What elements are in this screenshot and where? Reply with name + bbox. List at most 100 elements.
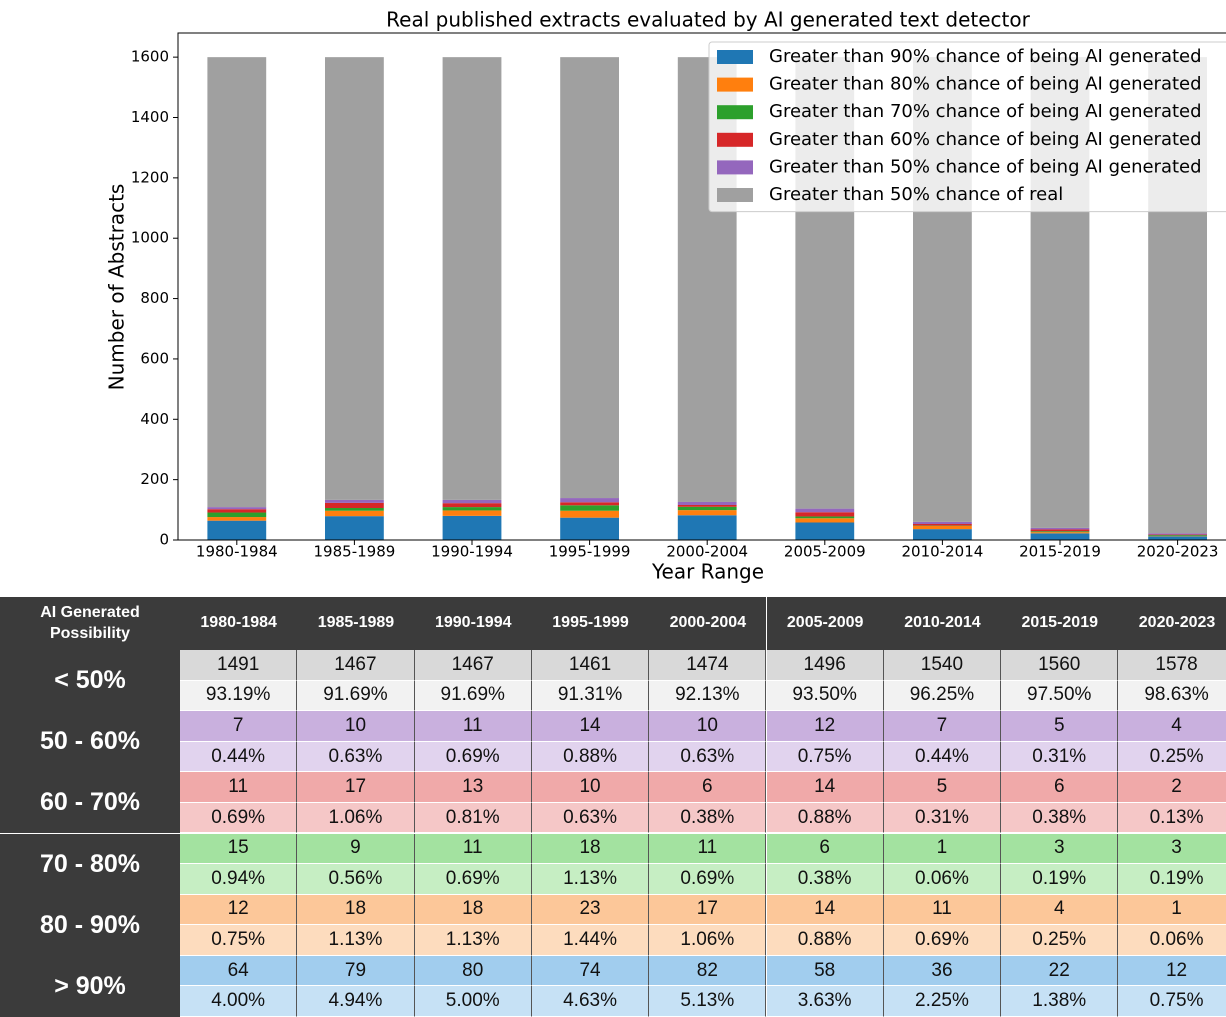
count-cell: 6 bbox=[766, 833, 884, 865]
count-cell: 1560 bbox=[1001, 650, 1119, 681]
table: AI Generated Possibility 1980-1984 1985-19… bbox=[0, 597, 1226, 1017]
percent-cell: 0.06% bbox=[883, 864, 1002, 895]
bar-segment bbox=[1148, 536, 1207, 540]
bar-segment bbox=[1030, 529, 1090, 532]
row-label: 50 - 60% bbox=[0, 711, 180, 773]
bar-segment bbox=[677, 504, 737, 507]
x-tick-label: 2010-2014 bbox=[902, 543, 984, 561]
bar-segment bbox=[1030, 533, 1090, 540]
percent-cell: 0.25% bbox=[1001, 925, 1119, 956]
bar-segment bbox=[325, 499, 384, 503]
percent-cell: 0.38% bbox=[1001, 802, 1119, 834]
percent-cell: 91.69% bbox=[297, 680, 415, 712]
count-cell: 14 bbox=[766, 894, 884, 926]
percent-cell: 0.69% bbox=[414, 864, 532, 895]
count-cell: 13 bbox=[414, 772, 532, 803]
count-cell: 58 bbox=[766, 955, 884, 987]
legend-label: Greater than 80% chance of being AI gene… bbox=[769, 74, 1202, 95]
count-cell: 10 bbox=[649, 711, 767, 742]
column-header: 1980-1984 bbox=[180, 597, 298, 650]
percent-cell: 0.69% bbox=[649, 864, 767, 895]
y-tick-label: 800 bbox=[140, 289, 169, 307]
count-cell: 11 bbox=[414, 833, 532, 865]
percent-cell: 1.13% bbox=[531, 864, 650, 895]
count-cell: 1491 bbox=[180, 650, 298, 681]
y-tick-label: 200 bbox=[140, 470, 169, 488]
percent-cell: 0.25% bbox=[1118, 741, 1226, 773]
percent-cell: 4.63% bbox=[531, 986, 650, 1017]
percent-cell: 1.06% bbox=[297, 802, 415, 834]
percent-cell: 0.88% bbox=[766, 925, 884, 956]
x-tick-label: 2015-2019 bbox=[1019, 543, 1101, 561]
x-tick-label: 1980-1984 bbox=[196, 543, 278, 561]
bar-segment bbox=[325, 508, 384, 511]
bar-segment bbox=[1148, 533, 1207, 535]
count-cell: 12 bbox=[766, 711, 884, 742]
row-label: 70 - 80% bbox=[0, 833, 180, 895]
bar-segment bbox=[560, 57, 619, 499]
x-tick-label: 1990-1994 bbox=[431, 543, 513, 561]
count-cell: 1 bbox=[1118, 894, 1226, 926]
bar-segment bbox=[207, 520, 267, 540]
percent-cell: 0.19% bbox=[1001, 864, 1119, 895]
bar-segment bbox=[1030, 532, 1090, 534]
column-header: 1995-1999 bbox=[531, 597, 650, 650]
count-cell: 12 bbox=[1118, 955, 1226, 987]
percent-cell: 0.69% bbox=[414, 741, 532, 773]
count-cell: 15 bbox=[180, 833, 298, 865]
chart-title: Real published extracts evaluated by AI … bbox=[386, 8, 1030, 32]
y-tick-label: 1400 bbox=[131, 108, 169, 126]
percent-cell: 3.63% bbox=[766, 986, 884, 1017]
count-cell: 7 bbox=[180, 711, 298, 742]
y-tick-label: 1000 bbox=[131, 229, 169, 247]
count-cell: 36 bbox=[883, 955, 1002, 987]
count-cell: 4 bbox=[1001, 894, 1119, 926]
percent-cell: 0.69% bbox=[180, 802, 298, 834]
count-cell: 14 bbox=[766, 772, 884, 803]
legend-swatch bbox=[717, 160, 753, 175]
percent-cell: 93.50% bbox=[766, 680, 884, 712]
percent-cell: 5.13% bbox=[649, 986, 767, 1017]
percent-cell: 96.25% bbox=[883, 680, 1002, 712]
bar-segment bbox=[1148, 535, 1207, 537]
legend: Greater than 90% chance of being AI gene… bbox=[708, 41, 1226, 213]
bar-segment bbox=[560, 502, 619, 506]
bar-segment bbox=[1030, 531, 1090, 533]
y-tick-label: 1600 bbox=[131, 48, 169, 66]
percent-cell: 0.38% bbox=[649, 802, 767, 834]
bar-segment bbox=[325, 510, 384, 517]
bar-segment bbox=[207, 512, 267, 518]
percent-cell: 1.38% bbox=[1001, 986, 1119, 1017]
column-header: 2020-2023 bbox=[1118, 597, 1226, 650]
bar-segment bbox=[913, 529, 972, 540]
count-cell: 79 bbox=[297, 955, 415, 987]
percent-cell: 91.69% bbox=[414, 680, 532, 712]
count-cell: 1578 bbox=[1118, 650, 1226, 681]
count-cell: 18 bbox=[297, 894, 415, 926]
legend-label: Greater than 90% chance of being AI gene… bbox=[769, 46, 1202, 67]
bar-segment bbox=[795, 518, 855, 523]
percent-cell: 0.31% bbox=[1001, 741, 1119, 773]
count-cell: 1474 bbox=[649, 650, 767, 681]
bar-segment bbox=[560, 510, 619, 518]
percent-cell: 0.75% bbox=[1118, 986, 1226, 1017]
bar-segment bbox=[913, 521, 972, 525]
count-cell: 14 bbox=[531, 711, 650, 742]
bar-segment bbox=[560, 517, 619, 540]
count-cell: 1496 bbox=[766, 650, 884, 681]
count-cell: 23 bbox=[531, 894, 650, 926]
count-cell: 7 bbox=[883, 711, 1002, 742]
bar-segment bbox=[795, 522, 855, 540]
count-cell: 1540 bbox=[883, 650, 1002, 681]
bar-segment bbox=[677, 506, 737, 511]
count-cell: 2 bbox=[1118, 772, 1226, 803]
percent-cell: 0.63% bbox=[297, 741, 415, 773]
plot-frame bbox=[177, 32, 1226, 541]
chart: Real published extracts evaluated by AI … bbox=[105, 8, 1226, 584]
percent-cell: 0.88% bbox=[531, 741, 650, 773]
percent-cell: 1.06% bbox=[649, 925, 767, 956]
percent-cell: 91.31% bbox=[531, 680, 650, 712]
column-header: 2010-2014 bbox=[883, 597, 1002, 650]
legend-swatch bbox=[717, 77, 753, 92]
percent-cell: 0.31% bbox=[883, 802, 1002, 834]
